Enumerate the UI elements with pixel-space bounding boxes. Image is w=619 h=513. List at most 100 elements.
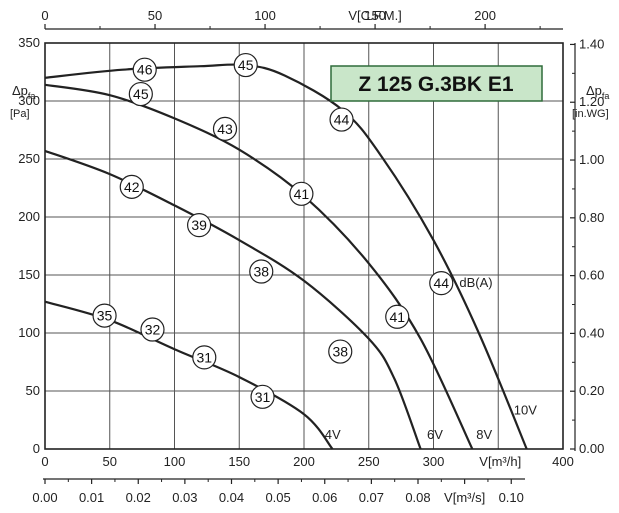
db-marker: 39 [187, 213, 212, 238]
y-left-tick-label: 200 [18, 209, 40, 224]
series-curve-4v [44, 300, 334, 450]
db-marker-circle [119, 174, 144, 199]
db-marker-circle [429, 271, 454, 296]
x-bottom2-tick-label: 0.06 [312, 490, 337, 505]
y-right-tick-label: 0.20 [579, 383, 604, 398]
x-bottom2-tick-label: 0.00 [32, 490, 57, 505]
y-right-tick-label: 0.40 [579, 325, 604, 340]
x-bottom-tick-label: 200 [293, 454, 315, 469]
db-marker-circle [250, 384, 275, 409]
x-bottom-tick-label: 100 [164, 454, 186, 469]
x-top-tick-label: 200 [474, 8, 496, 23]
db-marker-circle [132, 57, 157, 82]
x-bottom-label: V[m³/h] [479, 454, 521, 469]
y-right-tick-label: 1.40 [579, 36, 604, 51]
db-marker: 32 [140, 317, 165, 342]
db-marker-label: 32 [145, 322, 161, 338]
db-marker: 44 [429, 271, 454, 296]
db-marker-label: 41 [389, 309, 405, 325]
db-marker-circle [92, 303, 117, 328]
db-marker-label: 35 [97, 308, 113, 324]
db-marker: 38 [328, 339, 353, 364]
db-marker: 41 [385, 304, 410, 329]
y-right-tick-label: 0.00 [579, 441, 604, 456]
series-curve-6v [44, 149, 422, 450]
series-curve-10v [44, 63, 528, 450]
db-marker-label: 42 [124, 179, 140, 195]
annotations: dB(A) 10V 8V 6V 4V [325, 275, 538, 442]
db-marker: 45 [233, 52, 258, 78]
db-marker-circle [212, 116, 238, 141]
y-left-tick-label: 100 [18, 325, 40, 340]
db-marker: 46 [132, 57, 157, 82]
annotation-label: 10V [514, 403, 537, 418]
x-bottom2-tick-label: 0.05 [265, 490, 290, 505]
db-marker-label: 31 [255, 389, 271, 405]
db-marker-label: 31 [196, 349, 212, 365]
db-marker-label: 39 [191, 217, 207, 233]
db-marker-circle [249, 259, 274, 284]
db-marker: 45 [128, 81, 153, 107]
db-marker-label: 38 [332, 344, 348, 360]
db-marker-circle [328, 339, 353, 364]
y-left-tick-label: 350 [18, 35, 40, 50]
db-marker-label: 43 [217, 121, 233, 137]
x-top-label: V[C.F.M.] [348, 8, 401, 23]
x-bottom-tick-label: 400 [552, 454, 574, 469]
db-marker: 44 [329, 107, 354, 132]
db-marker: 31 [250, 384, 275, 409]
db-marker-circle [233, 52, 258, 78]
db-marker-circle [329, 107, 354, 132]
db-marker: 41 [289, 181, 314, 206]
db-marker: 38 [249, 259, 274, 284]
db-marker-label: 38 [253, 264, 269, 280]
series-curve-8v [44, 83, 474, 450]
plot-frame [44, 42, 564, 450]
axes: 050100150200250300350Δpfa[Pa]0.000.200.4… [10, 8, 609, 505]
db-marker-circle [289, 181, 314, 206]
db-marker: 43 [212, 116, 238, 141]
y-right-tick-label: 0.80 [579, 210, 604, 225]
db-marker-circle [140, 317, 165, 342]
db-marker: 42 [119, 174, 144, 199]
y-left-tick-label: 300 [18, 93, 40, 108]
db-marker: 31 [192, 345, 217, 370]
x-bottom2-tick-label: 0.04 [219, 490, 244, 505]
x-bottom-tick-label: 250 [358, 454, 380, 469]
y-left-unit: [Pa] [10, 108, 30, 120]
y-left-tick-label: 0 [33, 441, 40, 456]
y-left-tick-label: 250 [18, 151, 40, 166]
x-bottom2-tick-label: 0.07 [359, 490, 384, 505]
db-marker-circle [192, 345, 217, 370]
y-left-tick-label: 150 [18, 267, 40, 282]
x-bottom-tick-label: 50 [103, 454, 117, 469]
annotation-label: 6V [427, 427, 443, 442]
y-right-unit: [in.WG] [572, 108, 609, 120]
db-marker-label: 46 [137, 62, 153, 78]
x-bottom2-tick-label: 0.08 [405, 490, 430, 505]
annotation-label: 4V [325, 427, 341, 442]
x-bottom-tick-label: 0 [41, 454, 48, 469]
db-marker-label: 45 [133, 86, 149, 102]
x-top-tick-label: 150 [364, 8, 386, 23]
y-right-tick-label: 1.00 [579, 152, 604, 167]
grid [44, 42, 564, 450]
x-bottom-tick-label: 150 [228, 454, 250, 469]
chart-title: Z 125 G.3BK E1 [358, 73, 514, 96]
y-right-tick-label: 0.60 [579, 268, 604, 283]
x-bottom2-tick-label: 0.02 [126, 490, 151, 505]
db-marker-label: 45 [238, 57, 254, 73]
y-left-tick-label: 50 [26, 383, 40, 398]
x-top-tick-label: 0 [41, 8, 48, 23]
db-marker-circle [187, 213, 212, 238]
db-marker-circle [385, 304, 410, 329]
db-marker: 35 [92, 303, 117, 328]
x-bottom2-tick-label: 0.01 [79, 490, 104, 505]
annotation-label: dB(A) [459, 275, 492, 290]
x-top-tick-label: 100 [254, 8, 276, 23]
x-bottom2-tick-label: 0.03 [172, 490, 197, 505]
db-marker-label: 41 [294, 186, 310, 202]
db-marker-circle [128, 81, 153, 107]
annotation-label: 8V [476, 427, 492, 442]
